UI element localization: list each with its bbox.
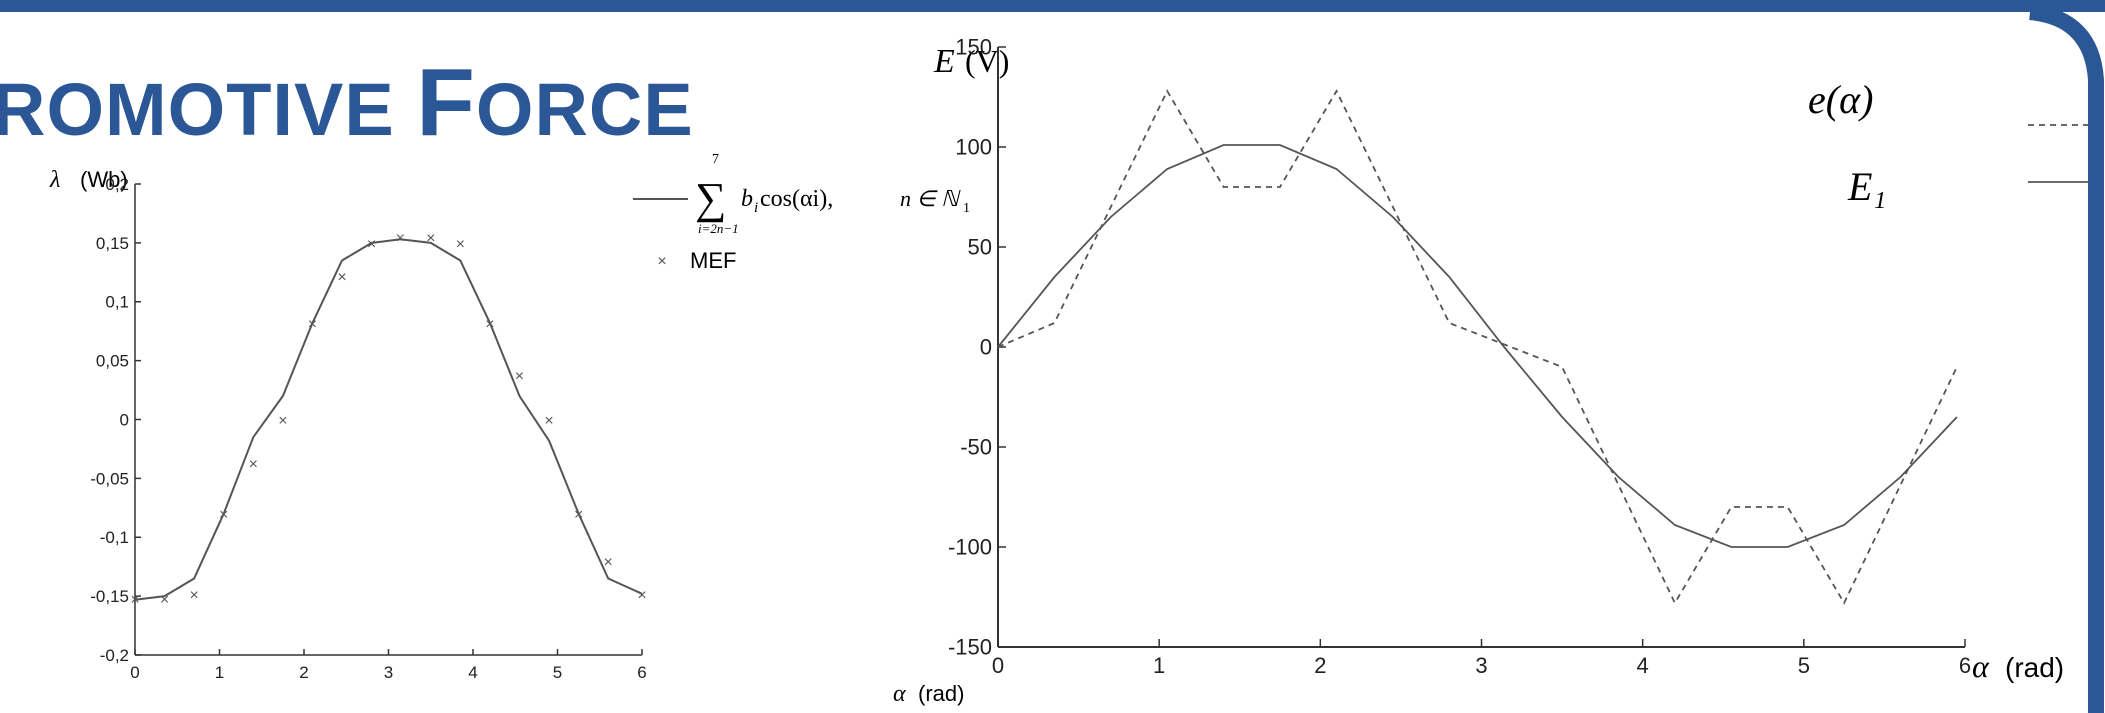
chart1-legend-formula: b	[741, 186, 753, 212]
chart1-xaxis-title: α (rad)	[893, 681, 964, 707]
chart1-legend-formula-rest: cos(αi),	[760, 186, 833, 212]
chart1-marker-point: ×	[604, 554, 613, 571]
chart2-y-tick-label: -100	[948, 535, 992, 560]
chart1-legend-marker-label: MEF	[690, 248, 736, 273]
chart1-marker-point: ×	[426, 230, 435, 247]
chart2-xlabel-symbol: α	[1972, 648, 1990, 684]
chart2-x-tick-label: 2	[1314, 653, 1326, 678]
chart2-legend-label-E1: E₁	[1847, 164, 1886, 209]
chart1-marker-point: ×	[308, 316, 317, 333]
chart1-marker-point: ×	[160, 591, 169, 608]
chart1-marker-point: ×	[219, 507, 228, 524]
chart1-marker-point: ×	[249, 456, 258, 473]
chart1-marker-point: ×	[515, 368, 524, 385]
title-part-3: ORCE	[475, 68, 694, 151]
chart2-xlabel-unit: (rad)	[2005, 652, 2064, 683]
chart2-x-tick-label: 3	[1475, 653, 1487, 678]
chart1-marker-point: ×	[574, 507, 583, 524]
emf-chart: E (V) α (rad) 0 1 2 3 4 5 6 -150 -100 -50 0 50 100 15…	[933, 35, 2090, 684]
chart1-x-tick-label: 5	[553, 663, 562, 682]
chart1-ylabel-symbol: λ	[49, 167, 60, 193]
slide-title: ROMOTIVE FORCE	[0, 48, 694, 158]
chart1-x-tick-label: 1	[215, 663, 224, 682]
chart1-x-tick-label: 3	[384, 663, 393, 682]
chart2-ylabel-unit: (V)	[965, 43, 1009, 79]
chart1-legend-domain: n ∈ ℕ	[900, 186, 961, 211]
chart1-marker-point: ×	[456, 236, 465, 253]
chart2-x-tick-label: 5	[1798, 653, 1810, 678]
chart1-y-tick-label: -0,15	[90, 587, 129, 606]
chart2-x-tick-label: 4	[1637, 653, 1649, 678]
chart1-ylabel-unit: (Wb)	[80, 167, 128, 192]
chart1-x-tick-label: 0	[130, 663, 139, 682]
chart1-marker-point: ×	[544, 413, 553, 430]
chart1-x-tick-label: 6	[637, 663, 646, 682]
chart2-legend: e(α) E₁	[1808, 77, 2090, 209]
chart2-series-line-1	[997, 144, 1958, 548]
chart1-marker-point: ×	[130, 591, 139, 608]
chart1-y-tick-label: -0,1	[100, 528, 129, 547]
title-part-2: F	[416, 49, 476, 156]
chart1-legend-sum-top: 7	[712, 152, 719, 167]
chart1-legend-sum-bottom: i=2n−1	[698, 221, 739, 236]
title-part-1: ROMOTIVE	[0, 68, 417, 151]
chart1-legend: 7 ∑ i=2n−1 b i cos(αi), n ∈ ℕ 1 × MEF	[633, 152, 970, 273]
chart2-x-tick-label: 6	[1959, 653, 1971, 678]
chart1-y-tick-label: -0,2	[100, 646, 129, 665]
chart2-ylabel-symbol: E	[933, 43, 955, 80]
chart1-marker-point: ×	[485, 316, 494, 333]
chart1-marker-point: ×	[337, 269, 346, 286]
chart2-legend-label-e: e(α)	[1808, 77, 1873, 122]
chart1-x-tick-label: 4	[468, 663, 477, 682]
chart2-y-tick-label: -150	[948, 635, 992, 660]
chart2-y-tick-label: -50	[960, 435, 992, 460]
chart1-marker-point: ×	[189, 587, 198, 604]
chart2-x-tick-label: 1	[1153, 653, 1165, 678]
chart1-y-tick-label: 0,1	[105, 293, 129, 312]
chart1-yaxis-title: λ (Wb)	[49, 167, 128, 193]
chart2-series-line-0	[997, 89, 1958, 605]
chart1-marker-point: ×	[367, 236, 376, 253]
chart2-y-tick-label: 100	[955, 135, 992, 160]
chart1-y-tick-label: 0,05	[96, 352, 129, 371]
chart1-legend-sigma: ∑	[695, 174, 726, 223]
chart1-legend-formula-sub: i	[754, 200, 758, 216]
chart2-y-tick-label: 150	[955, 35, 992, 60]
chart1-xlabel-unit: (rad)	[918, 681, 964, 706]
chart2-y-tick-label: 50	[968, 235, 992, 260]
flux-linkage-chart: λ (Wb) α (rad) 0 1 2 3 4 5 6 -0,2 -0,15 -0,1 -0,05…	[49, 152, 970, 707]
chart1-y-tick-label: 0,15	[96, 234, 129, 253]
chart1-y-tick-label: 0,2	[105, 175, 129, 194]
chart1-marker-point: ×	[396, 230, 405, 247]
chart1-y-tick-label: -0,05	[90, 469, 129, 488]
chart1-legend-domain-sub: 1	[963, 201, 970, 216]
chart1-xlabel-symbol: α	[893, 681, 906, 707]
chart2-yaxis-title: E (V)	[933, 43, 1009, 80]
chart1-x-tick-label: 2	[299, 663, 308, 682]
chart1-marker-point: ×	[637, 587, 646, 604]
chart2-y-tick-label: 0	[980, 335, 992, 360]
chart1-y-tick-label: 0	[120, 410, 129, 429]
chart2-xaxis-title: α (rad)	[1972, 648, 2064, 684]
chart1-legend-marker-swatch: ×	[657, 253, 666, 270]
chart2-x-tick-label: 0	[992, 653, 1004, 678]
header-bar	[0, 0, 2105, 12]
chart1-series-line-0	[134, 238, 643, 601]
chart1-marker-point: ×	[278, 413, 287, 430]
